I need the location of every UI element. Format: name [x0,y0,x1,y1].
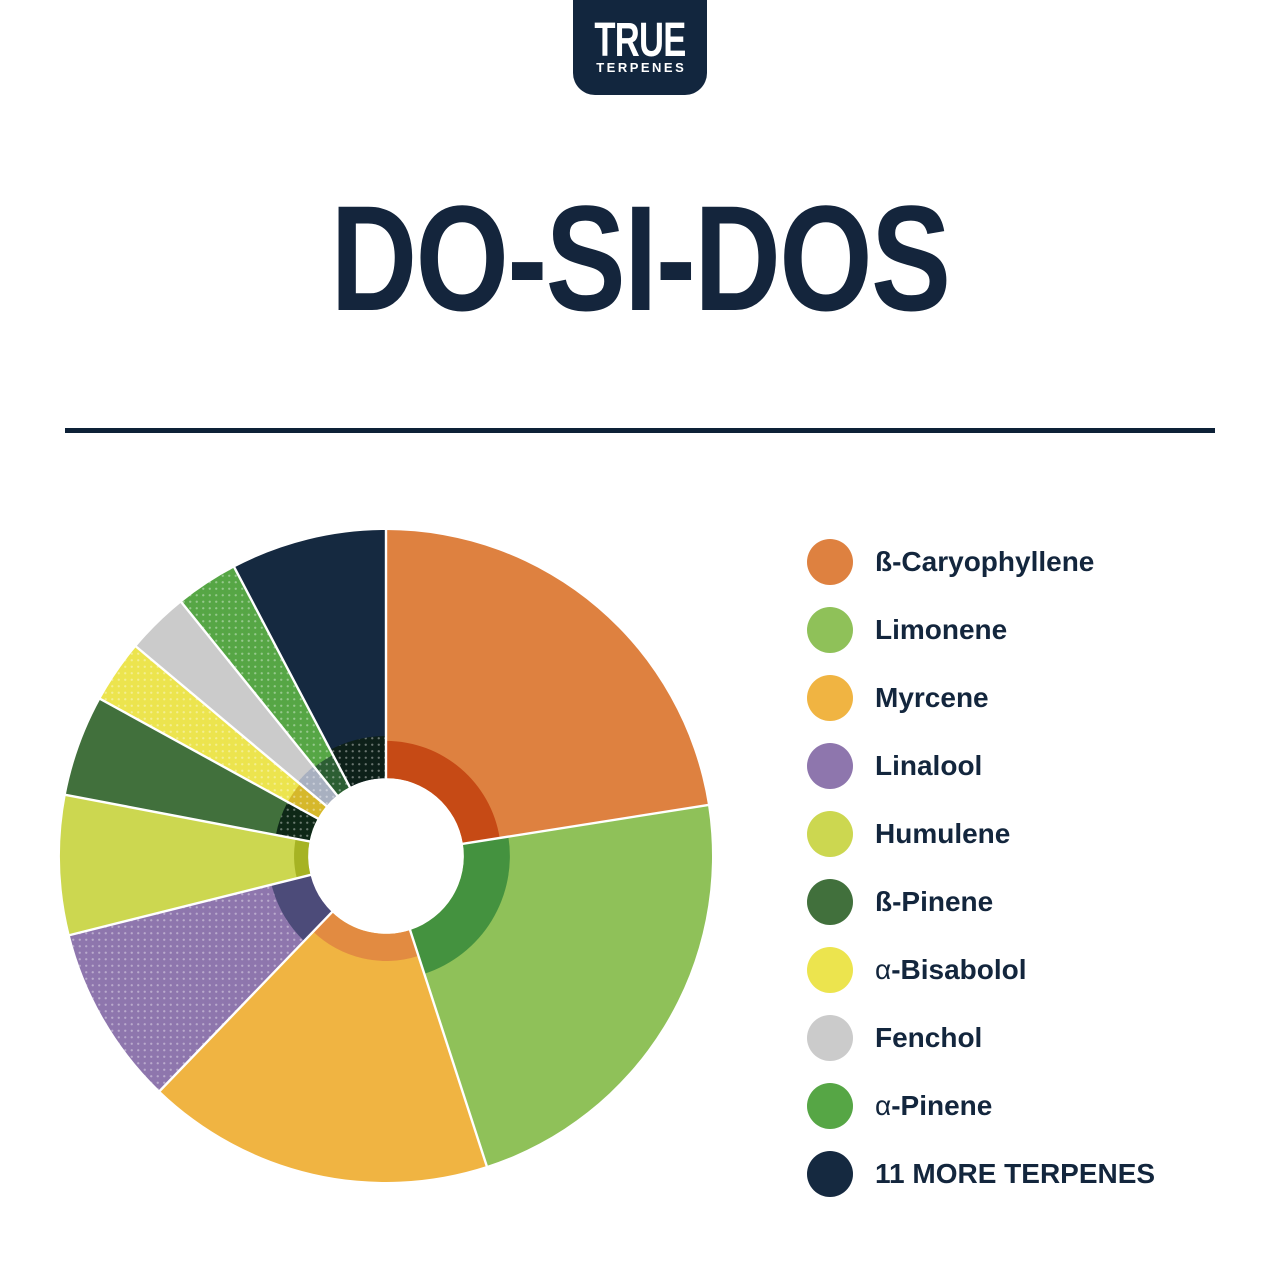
slice-separator [134,645,328,808]
slice-separator [99,697,320,821]
legend-item: ß-Caryophyllene [807,528,1155,596]
inner-arc-limonene [410,836,510,974]
horizontal-divider [65,428,1215,433]
legend-item-label: -Bisabolol [891,954,1027,985]
legend-color-dot-icon [807,879,853,925]
legend-color-dot-icon [807,675,853,721]
legend-item-label: ß-Caryophyllene [875,546,1095,577]
slice-separator [68,873,312,937]
legend-item: Myrcene [807,664,1155,732]
legend-item: Fenchol [807,1004,1155,1072]
slice-11-more-terpenes [234,530,386,788]
legend-color-dot-icon [807,947,853,993]
logo-wordmark-true: TRUE [594,14,686,67]
slice-fenchol [136,602,338,806]
legend-color-dot-icon [807,743,853,789]
true-terpenes-logo: TRUE TERPENES [573,0,707,95]
legend-item: Humulene [807,800,1155,868]
legend-color-dot-icon [807,539,853,585]
legend-item: Limonene [807,596,1155,664]
inner-arc--caryophyllene [386,740,500,844]
slice-separator [64,793,311,843]
legend-item-label: 11 MORE TERPENES [875,1158,1156,1189]
slice-separator [158,910,334,1093]
logo-wordmark-terpenes: TERPENES [596,60,687,75]
slice-separator [408,928,489,1167]
legend-color-dot-icon [807,607,853,653]
legend-color-dot-icon [807,811,853,857]
legend-color-dot-icon [807,1015,853,1061]
slice-separator [461,803,709,846]
strain-title: DO-SI-DOS [330,174,952,342]
legend-item: Linalool [807,732,1155,800]
legend-item-label: Limonene [875,614,1008,645]
legend-item-label: Fenchol [875,1022,983,1053]
slice--caryophyllene [386,530,708,844]
legend: ß-Caryophyllene Limonene Myrcene Linaloo… [807,528,1155,1208]
legend-item-label: ß-Pinene [875,886,994,917]
legend-item: 11 MORE TERPENES [807,1140,1155,1208]
terpene-donut-chart [59,529,713,1182]
inner-arc-linalool [271,874,332,942]
legend-item-label: -Pinene [891,1090,993,1121]
slice-separator [233,566,352,789]
legend-color-dot-icon [807,1083,853,1129]
legend-item: α-Bisabolol [807,936,1155,1004]
slice-myrcene [159,912,487,1182]
inner-arc-humulene [294,838,311,879]
legend-color-dot-icon [807,1151,853,1197]
legend-item-label: Linalool [875,750,983,781]
slice-separator [180,600,339,797]
legend-item: ß-Pinene [807,868,1155,936]
legend-item: α-Pinene [807,1072,1155,1140]
legend-item-label: Humulene [875,818,1011,849]
legend-item-label: Myrcene [875,682,989,713]
inner-arc-myrcene [313,912,419,961]
